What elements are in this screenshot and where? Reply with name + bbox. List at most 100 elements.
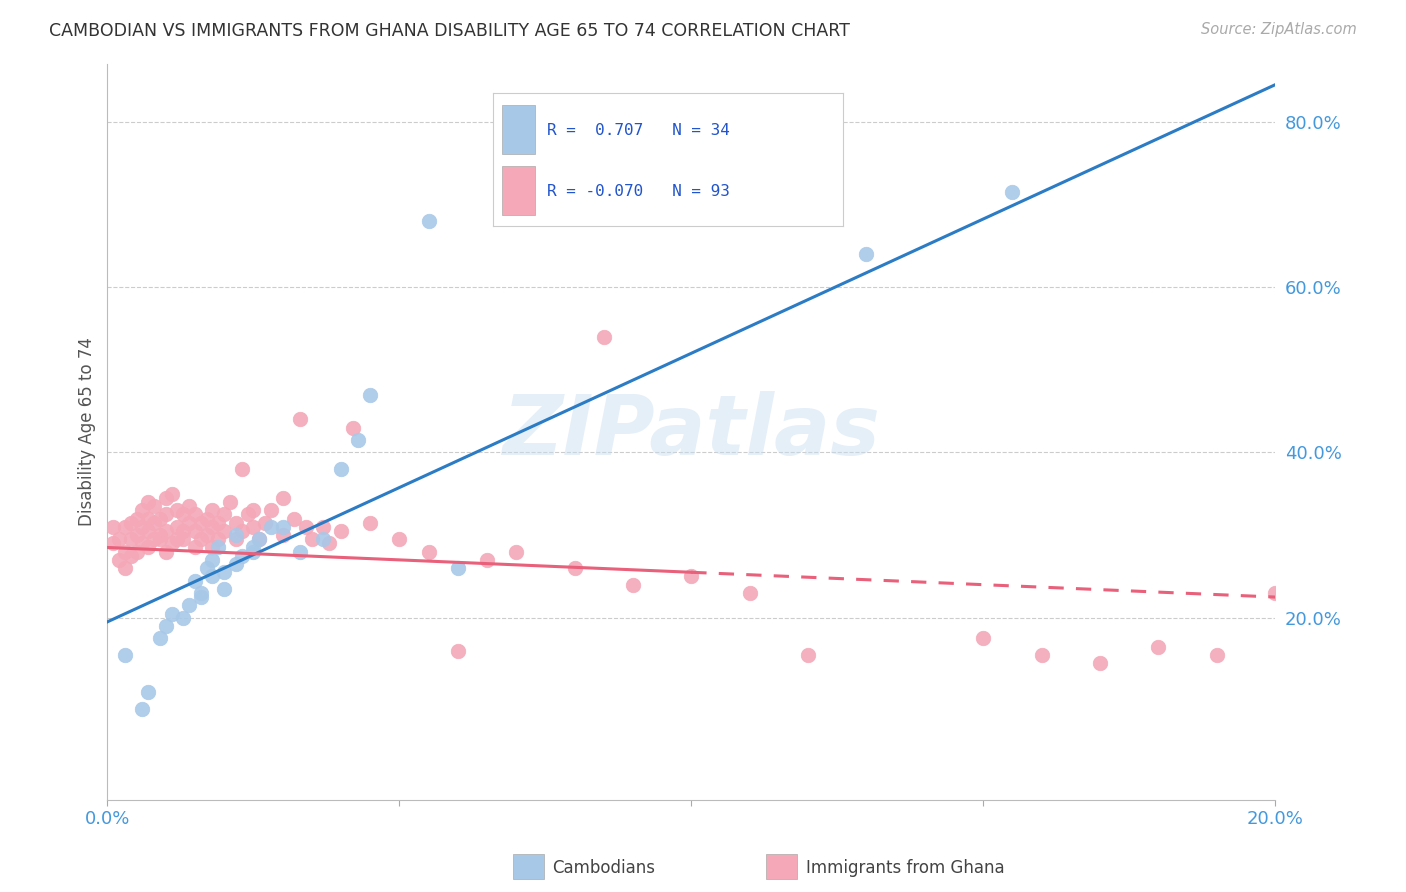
Point bbox=[288, 544, 311, 558]
Point bbox=[225, 533, 247, 547]
Point bbox=[195, 528, 218, 542]
Point bbox=[184, 524, 207, 538]
Point bbox=[184, 574, 207, 588]
Point bbox=[207, 541, 229, 555]
Point bbox=[190, 590, 212, 604]
Text: Cambodians: Cambodians bbox=[553, 859, 655, 877]
Point bbox=[155, 508, 177, 522]
Point bbox=[254, 516, 277, 530]
Point bbox=[447, 561, 470, 575]
Point bbox=[195, 511, 218, 525]
Point bbox=[114, 544, 136, 558]
Point bbox=[388, 533, 411, 547]
Point bbox=[201, 569, 224, 583]
Point bbox=[236, 508, 259, 522]
Point bbox=[172, 524, 194, 538]
Point bbox=[212, 508, 235, 522]
Point bbox=[681, 569, 703, 583]
Point bbox=[212, 582, 235, 596]
Point bbox=[149, 533, 172, 547]
Point bbox=[201, 541, 224, 555]
Point bbox=[418, 214, 440, 228]
Point bbox=[260, 503, 283, 517]
Point bbox=[114, 561, 136, 575]
Point bbox=[207, 533, 229, 547]
Point bbox=[231, 549, 253, 563]
Point bbox=[149, 511, 172, 525]
Point bbox=[231, 524, 253, 538]
Point bbox=[160, 487, 183, 501]
Point bbox=[271, 491, 294, 505]
Point bbox=[114, 648, 136, 662]
Point bbox=[155, 524, 177, 538]
Point bbox=[143, 533, 166, 547]
Y-axis label: Disability Age 65 to 74: Disability Age 65 to 74 bbox=[79, 337, 96, 526]
Point bbox=[143, 516, 166, 530]
Point bbox=[120, 549, 142, 563]
Point bbox=[301, 533, 323, 547]
Point bbox=[120, 533, 142, 547]
Point bbox=[201, 553, 224, 567]
Point bbox=[972, 632, 994, 646]
Point bbox=[103, 536, 125, 550]
Point bbox=[136, 541, 159, 555]
Point bbox=[1147, 640, 1170, 654]
Point bbox=[329, 462, 352, 476]
Point bbox=[125, 511, 148, 525]
Point bbox=[155, 544, 177, 558]
Point bbox=[136, 685, 159, 699]
Point bbox=[136, 511, 159, 525]
Text: Source: ZipAtlas.com: Source: ZipAtlas.com bbox=[1201, 22, 1357, 37]
Point bbox=[564, 561, 586, 575]
Point bbox=[592, 330, 614, 344]
Point bbox=[195, 561, 218, 575]
Point bbox=[166, 520, 188, 534]
Point bbox=[247, 533, 270, 547]
Point bbox=[271, 520, 294, 534]
Text: Immigrants from Ghana: Immigrants from Ghana bbox=[806, 859, 1004, 877]
Point bbox=[225, 557, 247, 571]
Point bbox=[179, 499, 201, 513]
Point bbox=[114, 520, 136, 534]
Point bbox=[312, 520, 335, 534]
Point bbox=[212, 524, 235, 538]
Point bbox=[359, 516, 381, 530]
Point bbox=[190, 533, 212, 547]
Point bbox=[225, 528, 247, 542]
Text: CAMBODIAN VS IMMIGRANTS FROM GHANA DISABILITY AGE 65 TO 74 CORRELATION CHART: CAMBODIAN VS IMMIGRANTS FROM GHANA DISAB… bbox=[49, 22, 851, 40]
Point bbox=[160, 607, 183, 621]
Point bbox=[738, 586, 761, 600]
Point bbox=[1088, 656, 1111, 670]
Point bbox=[359, 387, 381, 401]
Point bbox=[184, 508, 207, 522]
Point bbox=[166, 503, 188, 517]
Point bbox=[212, 566, 235, 580]
Point bbox=[149, 528, 172, 542]
Point bbox=[131, 503, 153, 517]
Point bbox=[131, 701, 153, 715]
Point bbox=[1264, 586, 1286, 600]
Point bbox=[184, 541, 207, 555]
Point bbox=[1031, 648, 1053, 662]
Text: ZIPatlas: ZIPatlas bbox=[502, 392, 880, 472]
Point bbox=[283, 511, 305, 525]
Point bbox=[312, 533, 335, 547]
Point bbox=[172, 611, 194, 625]
Point bbox=[418, 544, 440, 558]
Point bbox=[143, 499, 166, 513]
Point bbox=[201, 503, 224, 517]
Point bbox=[190, 586, 212, 600]
Point bbox=[120, 516, 142, 530]
Point bbox=[1001, 185, 1024, 199]
Point bbox=[225, 516, 247, 530]
Point bbox=[179, 516, 201, 530]
Point bbox=[247, 533, 270, 547]
Point bbox=[190, 516, 212, 530]
Point bbox=[288, 412, 311, 426]
Point bbox=[155, 619, 177, 633]
Point bbox=[172, 508, 194, 522]
Point bbox=[318, 536, 340, 550]
Point bbox=[447, 644, 470, 658]
Point bbox=[855, 247, 877, 261]
Point bbox=[242, 503, 264, 517]
